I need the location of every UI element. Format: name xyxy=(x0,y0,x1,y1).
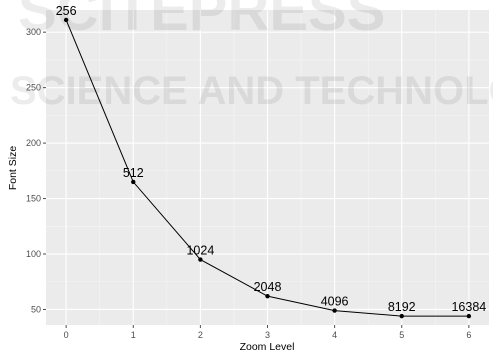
data-label: 1024 xyxy=(186,244,214,258)
y-axis-title: Font Size xyxy=(7,146,19,191)
data-label: 512 xyxy=(123,166,144,180)
y-tick-label: 100 xyxy=(26,249,41,259)
x-tick-label: 1 xyxy=(131,330,136,340)
data-label: 16384 xyxy=(451,300,486,314)
x-tick-label: 3 xyxy=(265,330,270,340)
data-point xyxy=(265,293,270,299)
y-tick-label: 150 xyxy=(26,194,41,204)
data-point xyxy=(466,313,472,319)
watermark: SCITEPRESS SCIENCE AND TECHNOLOGY PUBLIC… xyxy=(10,0,493,113)
x-tick-label: 6 xyxy=(466,330,471,340)
y-tick-label: 250 xyxy=(26,83,41,93)
x-tick-label: 4 xyxy=(332,330,337,340)
data-label: 4096 xyxy=(321,295,349,309)
data-label: 8192 xyxy=(388,300,416,314)
y-tick-label: 200 xyxy=(26,138,41,148)
x-axis: 0 1 2 3 4 5 6 xyxy=(64,325,471,340)
data-point xyxy=(63,17,69,23)
watermark-middle-text: SCIENCE AND TECHNOLOGY PUBLICATIONS xyxy=(10,69,493,113)
y-tick-label: 300 xyxy=(26,27,41,37)
x-tick-label: 5 xyxy=(399,330,404,340)
series-layer: 256 512 1024 2048 4096 8192 16384 xyxy=(56,4,486,319)
watermark-top-text: SCITEPRESS xyxy=(18,0,385,43)
data-label: 2048 xyxy=(254,280,282,294)
y-tick-label: 50 xyxy=(31,304,41,314)
data-point xyxy=(399,313,404,319)
data-label: 256 xyxy=(56,4,77,18)
x-axis-title: Zoom Level xyxy=(240,341,295,353)
x-tick-label: 0 xyxy=(64,330,69,340)
y-axis: 50 100 150 200 250 300 xyxy=(26,27,46,314)
data-point xyxy=(131,179,136,185)
data-point xyxy=(198,257,203,262)
x-tick-label: 2 xyxy=(198,330,203,340)
major-gridlines xyxy=(46,10,489,325)
data-point xyxy=(332,308,337,313)
